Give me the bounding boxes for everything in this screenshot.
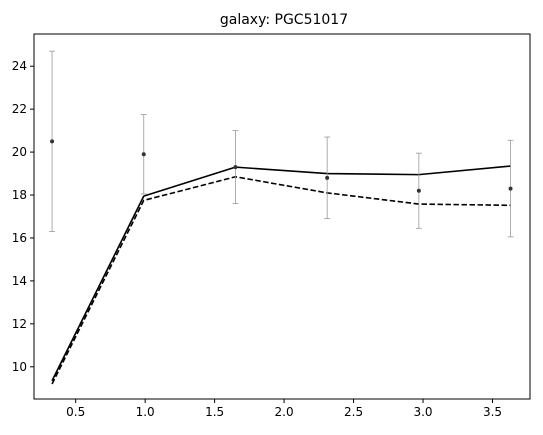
data-point-marker: [508, 186, 513, 191]
dashed-series-line: [51, 175, 511, 385]
observation-point: [324, 136, 331, 220]
x-tick-label: 1.5: [205, 405, 224, 419]
data-point-marker: [141, 152, 146, 157]
x-tick-label: 0.5: [66, 405, 85, 419]
observation-point: [232, 130, 239, 205]
y-tick-label: 14: [12, 274, 27, 288]
x-tick-label: 3.0: [413, 405, 432, 419]
y-tick-label: 10: [12, 360, 27, 374]
x-tick-label: 3.5: [483, 405, 502, 419]
x-tick-label: 2.5: [344, 405, 363, 419]
data-point-marker: [233, 165, 238, 170]
y-tick-label: 22: [12, 102, 27, 116]
y-tick-label: 16: [12, 231, 27, 245]
observation-point: [49, 50, 56, 232]
chart-title: galaxy: PGC51017: [220, 12, 348, 28]
y-tick-label: 24: [12, 59, 27, 73]
observation-point: [507, 139, 514, 238]
observation-point: [140, 114, 147, 195]
y-tick-label: 12: [12, 317, 27, 331]
x-axis: 0.5 1.0 1.5 2.0 2.5 3.0 3.5: [66, 399, 502, 419]
observation-point: [415, 152, 422, 229]
data-point-marker: [325, 175, 330, 180]
data-point-marker: [50, 139, 55, 144]
y-axis: 10 12 14 16 18 20 22 24: [12, 59, 34, 374]
solid-series-line: [51, 165, 511, 382]
axes-frame: [33, 33, 531, 400]
data-point-marker: [416, 188, 421, 193]
x-tick-label: 1.0: [136, 405, 155, 419]
y-tick-label: 18: [12, 188, 27, 202]
y-tick-label: 20: [12, 145, 27, 159]
plot-area: [49, 50, 514, 385]
x-tick-label: 2.0: [275, 405, 294, 419]
